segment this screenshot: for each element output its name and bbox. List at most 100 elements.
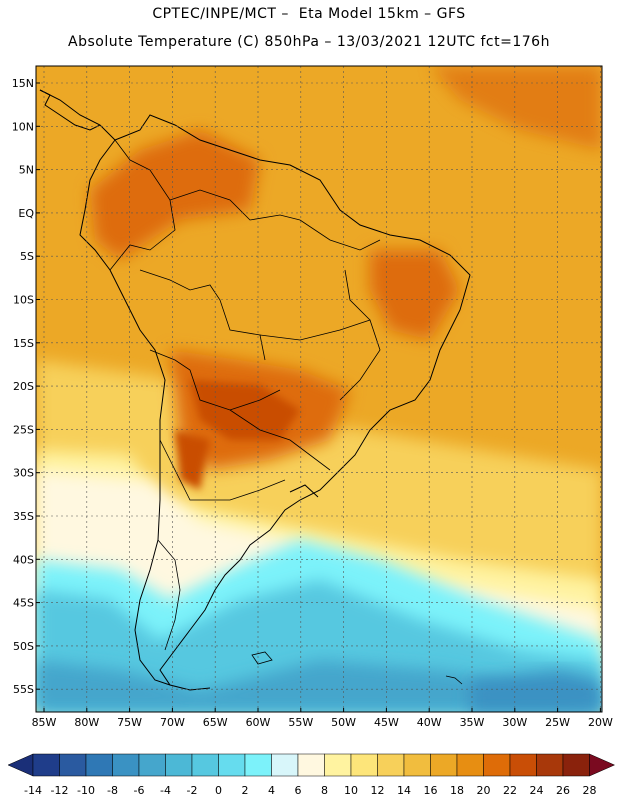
colorbar-box — [138, 753, 166, 777]
colorbar-box — [244, 753, 272, 777]
colorbar-box — [350, 753, 378, 777]
lon-label: 20W — [588, 716, 613, 729]
temperature-field — [36, 66, 602, 712]
field-coldest-band — [36, 660, 602, 712]
colorbar-label: 2 — [242, 784, 249, 797]
border-bolivia — [149, 349, 281, 411]
colorbar-label: 6 — [295, 784, 302, 797]
lon-label: 80W — [74, 716, 99, 729]
colorbar-label: 12 — [371, 784, 385, 797]
colorbar-label: 8 — [321, 784, 328, 797]
colorbar-label: 22 — [503, 784, 517, 797]
lon-label: 55W — [288, 716, 313, 729]
lon-label: 50W — [331, 716, 356, 729]
lat-label: 25S — [13, 423, 34, 436]
colorbar-box — [191, 753, 219, 777]
map-subtitle: Absolute Temperature (C) 850hPa – 13/03/… — [68, 34, 550, 50]
colorbar-box — [271, 753, 299, 777]
colorbar-box — [85, 753, 113, 777]
colorbar-boxes — [7, 753, 616, 777]
colorbar-box — [536, 753, 564, 777]
colorbar-high-arrow — [589, 753, 616, 777]
lon-label: 85W — [32, 716, 57, 729]
colorbar-label: 16 — [424, 784, 438, 797]
colorbar-low-arrow — [7, 753, 34, 777]
temperature-map: 15N 10N 5N EQ 5S 10S 15S 20S 25S 30S 35S 40S 45S 50S 5… — [12, 65, 613, 729]
field-hot-north — [90, 130, 260, 260]
colorbar-label: 0 — [215, 784, 222, 797]
lon-label: 30W — [502, 716, 527, 729]
border-paraguay — [229, 409, 331, 471]
colorbar-label: 26 — [556, 784, 570, 797]
lon-label: 60W — [246, 716, 271, 729]
lon-label: 25W — [545, 716, 570, 729]
coastlines — [39, 89, 471, 691]
lat-label: 5N — [19, 164, 34, 177]
map-frame — [35, 65, 603, 713]
field-hot-northeast — [370, 250, 460, 340]
colorbar-box — [403, 753, 431, 777]
border-venezuela-brazil — [169, 189, 301, 221]
colorbar-label: -10 — [77, 784, 95, 797]
lon-label: 40W — [417, 716, 442, 729]
colorbar-box — [297, 753, 325, 777]
lon-label: 65W — [203, 716, 228, 729]
latitude-labels: 15N 10N 5N EQ 5S 10S 15S 20S 25S 30S 35S 40S 45S 50S 5… — [12, 77, 40, 696]
colorbar-box — [59, 753, 87, 777]
plata-estuary — [289, 484, 319, 498]
lon-label: 45W — [374, 716, 399, 729]
border-guianas — [299, 219, 381, 251]
colorbar-label: -4 — [160, 784, 171, 797]
colorbar-box — [377, 753, 405, 777]
lat-label: 30S — [13, 467, 34, 480]
lon-label: 75W — [117, 716, 142, 729]
colorbar: -14 -12 -10 -8 -6 -4 -2 0 2 4 6 8 10 12 14 16 18 20 22 24 26… — [7, 753, 616, 797]
lat-label: 20S — [13, 380, 34, 393]
central-america-coast — [39, 89, 101, 131]
lat-label: 45S — [13, 597, 34, 610]
gridlines — [36, 66, 602, 712]
lat-label: 35S — [13, 510, 34, 523]
colorbar-box — [509, 753, 537, 777]
islands — [251, 651, 463, 685]
border-colombia — [109, 139, 176, 271]
lat-label: 40S — [13, 553, 34, 566]
colorbar-label: 18 — [450, 784, 464, 797]
colorbar-box — [324, 753, 352, 777]
south-georgia — [445, 675, 463, 685]
longitude-labels: 85W 80W 75W 70W 65W 60W 55W 50W 45W 40W 35W 30W 25W 2… — [32, 708, 613, 729]
border-chile-argentina — [157, 539, 181, 651]
colorbar-box — [112, 753, 140, 777]
colorbar-label: 28 — [583, 784, 597, 797]
map-title: CPTEC/INPE/MCT – Eta Model 15km – GFS — [152, 6, 466, 22]
colorbar-label: 4 — [268, 784, 275, 797]
lat-label: 55S — [13, 683, 34, 696]
field-hot-chaco — [175, 430, 210, 490]
pacific-coast — [79, 139, 171, 686]
colorbar-box — [562, 753, 590, 777]
field-hot-core — [190, 380, 300, 440]
colorbar-label: -8 — [107, 784, 118, 797]
colorbar-label: -14 — [24, 784, 42, 797]
field-deep-cold — [470, 670, 602, 712]
colorbar-box — [165, 753, 193, 777]
colorbar-box — [483, 753, 511, 777]
colorbar-box — [32, 753, 60, 777]
colorbar-box — [430, 753, 458, 777]
country-borders — [109, 139, 381, 651]
lat-label: 10S — [13, 294, 34, 307]
colorbar-labels: -14 -12 -10 -8 -6 -4 -2 0 2 4 6 8 10 12 14 16 18 20 22 24 26… — [24, 784, 596, 797]
lon-label: 35W — [460, 716, 485, 729]
lat-label: 50S — [13, 640, 34, 653]
colorbar-box — [456, 753, 484, 777]
colorbar-label: 20 — [477, 784, 491, 797]
lat-label: 15N — [12, 77, 34, 90]
lat-label: 5S — [20, 250, 34, 263]
colorbar-label: -12 — [51, 784, 69, 797]
lat-label: 10N — [12, 120, 34, 133]
colorbar-label: 10 — [344, 784, 358, 797]
lat-label: EQ — [18, 207, 34, 220]
border-argentina-north — [159, 439, 286, 501]
colorbar-label: 14 — [397, 784, 411, 797]
lon-label: 70W — [160, 716, 185, 729]
